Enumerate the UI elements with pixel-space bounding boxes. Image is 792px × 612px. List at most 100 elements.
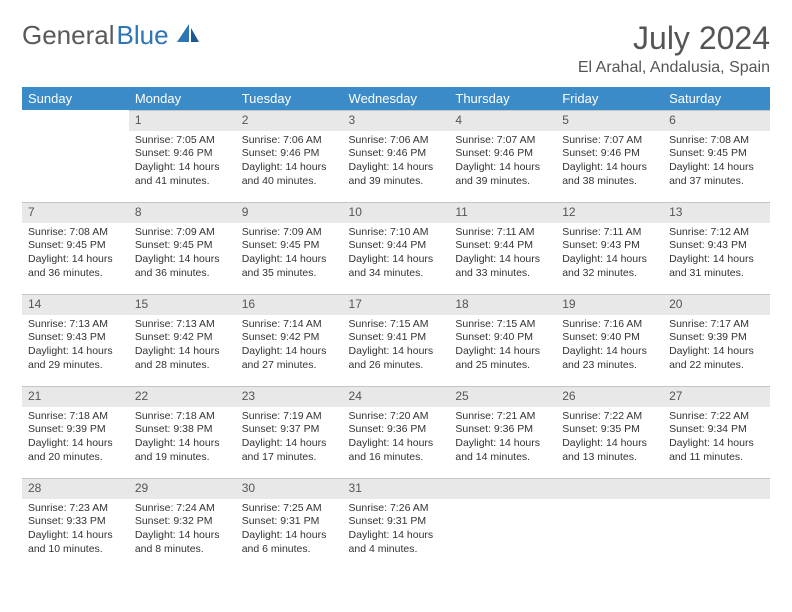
- calendar-cell: 11Sunrise: 7:11 AMSunset: 9:44 PMDayligh…: [449, 202, 556, 294]
- daylight-line: Daylight: 14 hours and 14 minutes.: [455, 437, 550, 464]
- day-number: 21: [22, 386, 129, 407]
- day-number: 29: [129, 478, 236, 499]
- calendar-cell: 29Sunrise: 7:24 AMSunset: 9:32 PMDayligh…: [129, 478, 236, 570]
- sail-icon: [175, 20, 201, 51]
- day-number: 24: [343, 386, 450, 407]
- day-number-empty: [449, 478, 556, 499]
- sunrise-line: Sunrise: 7:18 AM: [28, 410, 123, 424]
- day-number: 2: [236, 110, 343, 131]
- sunset-line: Sunset: 9:44 PM: [455, 239, 550, 253]
- day-details: Sunrise: 7:07 AMSunset: 9:46 PMDaylight:…: [556, 131, 663, 193]
- calendar-cell: 24Sunrise: 7:20 AMSunset: 9:36 PMDayligh…: [343, 386, 450, 478]
- day-number: 25: [449, 386, 556, 407]
- daylight-line: Daylight: 14 hours and 8 minutes.: [135, 529, 230, 556]
- calendar-cell: 1Sunrise: 7:05 AMSunset: 9:46 PMDaylight…: [129, 110, 236, 202]
- day-details: Sunrise: 7:08 AMSunset: 9:45 PMDaylight:…: [663, 131, 770, 193]
- sunrise-line: Sunrise: 7:16 AM: [562, 318, 657, 332]
- calendar-cell: 4Sunrise: 7:07 AMSunset: 9:46 PMDaylight…: [449, 110, 556, 202]
- sunrise-line: Sunrise: 7:15 AM: [349, 318, 444, 332]
- day-number: 15: [129, 294, 236, 315]
- title-block: July 2024 El Arahal, Andalusia, Spain: [578, 20, 770, 77]
- sunset-line: Sunset: 9:43 PM: [28, 331, 123, 345]
- sunset-line: Sunset: 9:33 PM: [28, 515, 123, 529]
- sunset-line: Sunset: 9:36 PM: [349, 423, 444, 437]
- calendar-cell: 6Sunrise: 7:08 AMSunset: 9:45 PMDaylight…: [663, 110, 770, 202]
- day-details: Sunrise: 7:10 AMSunset: 9:44 PMDaylight:…: [343, 223, 450, 285]
- sunset-line: Sunset: 9:34 PM: [669, 423, 764, 437]
- calendar-table: SundayMondayTuesdayWednesdayThursdayFrid…: [22, 87, 770, 570]
- sunrise-line: Sunrise: 7:05 AM: [135, 134, 230, 148]
- sunrise-line: Sunrise: 7:09 AM: [242, 226, 337, 240]
- daylight-line: Daylight: 14 hours and 34 minutes.: [349, 253, 444, 280]
- sunrise-line: Sunrise: 7:12 AM: [669, 226, 764, 240]
- calendar-cell: 3Sunrise: 7:06 AMSunset: 9:46 PMDaylight…: [343, 110, 450, 202]
- calendar-cell: 7Sunrise: 7:08 AMSunset: 9:45 PMDaylight…: [22, 202, 129, 294]
- daylight-line: Daylight: 14 hours and 39 minutes.: [455, 161, 550, 188]
- daylight-line: Daylight: 14 hours and 27 minutes.: [242, 345, 337, 372]
- calendar-header: SundayMondayTuesdayWednesdayThursdayFrid…: [22, 87, 770, 110]
- day-number: 17: [343, 294, 450, 315]
- sunrise-line: Sunrise: 7:07 AM: [455, 134, 550, 148]
- calendar-body: 1Sunrise: 7:05 AMSunset: 9:46 PMDaylight…: [22, 110, 770, 570]
- sunrise-line: Sunrise: 7:09 AM: [135, 226, 230, 240]
- day-details: Sunrise: 7:16 AMSunset: 9:40 PMDaylight:…: [556, 315, 663, 377]
- calendar-cell: 25Sunrise: 7:21 AMSunset: 9:36 PMDayligh…: [449, 386, 556, 478]
- calendar-cell: [663, 478, 770, 570]
- day-details: Sunrise: 7:18 AMSunset: 9:39 PMDaylight:…: [22, 407, 129, 469]
- sunset-line: Sunset: 9:31 PM: [242, 515, 337, 529]
- daylight-line: Daylight: 14 hours and 16 minutes.: [349, 437, 444, 464]
- day-details: Sunrise: 7:11 AMSunset: 9:43 PMDaylight:…: [556, 223, 663, 285]
- sunrise-line: Sunrise: 7:13 AM: [28, 318, 123, 332]
- daylight-line: Daylight: 14 hours and 17 minutes.: [242, 437, 337, 464]
- calendar-cell: 22Sunrise: 7:18 AMSunset: 9:38 PMDayligh…: [129, 386, 236, 478]
- weekday-header: Saturday: [663, 87, 770, 110]
- sunset-line: Sunset: 9:38 PM: [135, 423, 230, 437]
- page-header: GeneralBlue July 2024 El Arahal, Andalus…: [22, 20, 770, 77]
- sunset-line: Sunset: 9:43 PM: [562, 239, 657, 253]
- sunset-line: Sunset: 9:42 PM: [135, 331, 230, 345]
- sunset-line: Sunset: 9:41 PM: [349, 331, 444, 345]
- daylight-line: Daylight: 14 hours and 29 minutes.: [28, 345, 123, 372]
- calendar-cell: 19Sunrise: 7:16 AMSunset: 9:40 PMDayligh…: [556, 294, 663, 386]
- day-details: Sunrise: 7:20 AMSunset: 9:36 PMDaylight:…: [343, 407, 450, 469]
- daylight-line: Daylight: 14 hours and 37 minutes.: [669, 161, 764, 188]
- day-number: 10: [343, 202, 450, 223]
- day-number: 12: [556, 202, 663, 223]
- day-number: 31: [343, 478, 450, 499]
- sunrise-line: Sunrise: 7:18 AM: [135, 410, 230, 424]
- sunset-line: Sunset: 9:31 PM: [349, 515, 444, 529]
- sunrise-line: Sunrise: 7:15 AM: [455, 318, 550, 332]
- calendar-cell: 13Sunrise: 7:12 AMSunset: 9:43 PMDayligh…: [663, 202, 770, 294]
- day-details: Sunrise: 7:19 AMSunset: 9:37 PMDaylight:…: [236, 407, 343, 469]
- calendar-cell: 5Sunrise: 7:07 AMSunset: 9:46 PMDaylight…: [556, 110, 663, 202]
- sunrise-line: Sunrise: 7:21 AM: [455, 410, 550, 424]
- sunset-line: Sunset: 9:42 PM: [242, 331, 337, 345]
- sunset-line: Sunset: 9:45 PM: [28, 239, 123, 253]
- daylight-line: Daylight: 14 hours and 38 minutes.: [562, 161, 657, 188]
- sunrise-line: Sunrise: 7:11 AM: [455, 226, 550, 240]
- daylight-line: Daylight: 14 hours and 13 minutes.: [562, 437, 657, 464]
- sunset-line: Sunset: 9:45 PM: [135, 239, 230, 253]
- day-number: 8: [129, 202, 236, 223]
- sunset-line: Sunset: 9:35 PM: [562, 423, 657, 437]
- day-number: 14: [22, 294, 129, 315]
- daylight-line: Daylight: 14 hours and 39 minutes.: [349, 161, 444, 188]
- day-details: Sunrise: 7:25 AMSunset: 9:31 PMDaylight:…: [236, 499, 343, 561]
- day-details: Sunrise: 7:13 AMSunset: 9:43 PMDaylight:…: [22, 315, 129, 377]
- day-number: 27: [663, 386, 770, 407]
- calendar-cell: 18Sunrise: 7:15 AMSunset: 9:40 PMDayligh…: [449, 294, 556, 386]
- daylight-line: Daylight: 14 hours and 25 minutes.: [455, 345, 550, 372]
- day-number-empty: [663, 478, 770, 499]
- day-details: Sunrise: 7:15 AMSunset: 9:41 PMDaylight:…: [343, 315, 450, 377]
- sunrise-line: Sunrise: 7:11 AM: [562, 226, 657, 240]
- daylight-line: Daylight: 14 hours and 33 minutes.: [455, 253, 550, 280]
- brand-part2: Blue: [117, 20, 169, 51]
- sunrise-line: Sunrise: 7:10 AM: [349, 226, 444, 240]
- calendar-cell: 17Sunrise: 7:15 AMSunset: 9:41 PMDayligh…: [343, 294, 450, 386]
- calendar-cell: [449, 478, 556, 570]
- calendar-cell: 8Sunrise: 7:09 AMSunset: 9:45 PMDaylight…: [129, 202, 236, 294]
- day-number-empty: [556, 478, 663, 499]
- sunset-line: Sunset: 9:39 PM: [669, 331, 764, 345]
- daylight-line: Daylight: 14 hours and 20 minutes.: [28, 437, 123, 464]
- day-number: 16: [236, 294, 343, 315]
